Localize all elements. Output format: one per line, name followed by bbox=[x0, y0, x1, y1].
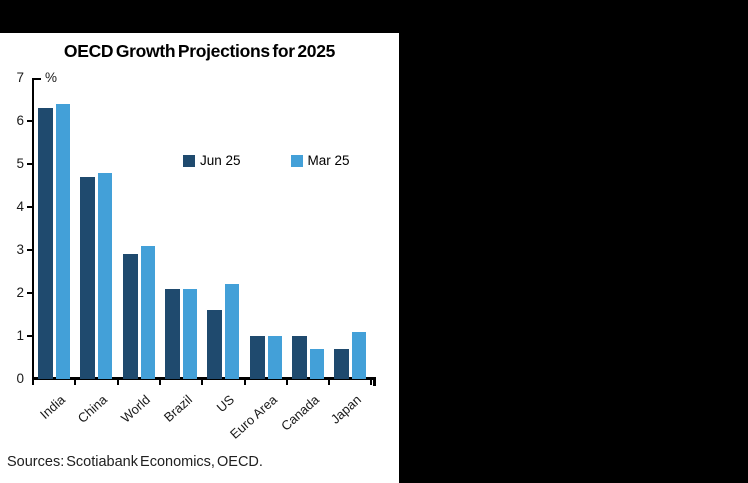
legend-item-mar25: Mar 25 bbox=[290, 153, 350, 168]
y-tick-label: 4 bbox=[16, 199, 24, 214]
x-axis-tick bbox=[158, 380, 161, 385]
bar-jun25 bbox=[334, 348, 350, 379]
x-axis-tick bbox=[370, 380, 373, 385]
y-axis-tick bbox=[27, 249, 32, 251]
legend-label-mar25: Mar 25 bbox=[307, 153, 350, 168]
x-axis-tick bbox=[243, 380, 246, 385]
bar-mar25 bbox=[267, 336, 282, 379]
y-axis-tick bbox=[27, 120, 32, 122]
bar-mar25 bbox=[56, 103, 70, 379]
bar-mar25 bbox=[182, 288, 197, 379]
y-tick-label: 7 bbox=[16, 70, 24, 85]
y-axis-line bbox=[32, 78, 34, 379]
x-axis-tick bbox=[116, 380, 119, 385]
bar-jun25 bbox=[122, 254, 138, 379]
chart-title: OECD Growth Projections for 2025 bbox=[63, 41, 336, 61]
bar-mar25 bbox=[309, 348, 324, 379]
x-axis-tick bbox=[74, 380, 77, 385]
sources-note: Sources: Scotiabank Economics, OECD. bbox=[7, 454, 263, 470]
bar-mar25 bbox=[352, 331, 367, 379]
bar-mar25 bbox=[140, 245, 155, 379]
legend: Jun 25 Mar 25 bbox=[183, 153, 350, 168]
y-tick-label: 6 bbox=[16, 113, 24, 128]
y-axis-unit-label: % bbox=[45, 70, 58, 85]
x-axis-end-cap bbox=[373, 377, 376, 386]
bar-mar25 bbox=[98, 172, 113, 379]
x-axis-line bbox=[32, 377, 376, 380]
bar-jun25 bbox=[38, 108, 53, 379]
bar-mar25 bbox=[225, 284, 240, 379]
bar-jun25 bbox=[291, 336, 307, 379]
y-axis-top-cap bbox=[32, 78, 41, 80]
legend-swatch-jun25 bbox=[183, 154, 195, 167]
x-axis-tick bbox=[32, 380, 34, 385]
legend-label-jun25: Jun 25 bbox=[200, 153, 241, 168]
y-tick-label: 5 bbox=[16, 156, 24, 171]
y-tick-label: 1 bbox=[16, 328, 24, 343]
y-axis-tick bbox=[27, 292, 32, 294]
bar-jun25 bbox=[207, 310, 223, 379]
y-axis-tick bbox=[27, 206, 32, 208]
bar-jun25 bbox=[164, 288, 180, 379]
y-tick-label: 3 bbox=[16, 242, 24, 257]
legend-item-jun25: Jun 25 bbox=[183, 153, 241, 168]
y-axis-tick bbox=[27, 335, 32, 337]
bar-jun25 bbox=[80, 176, 96, 379]
x-axis-tick bbox=[201, 380, 204, 385]
legend-swatch-mar25 bbox=[290, 154, 303, 167]
chart-panel: OECD Growth Projections for 2025 % 0 1 2 3 4… bbox=[0, 33, 399, 483]
x-axis-tick bbox=[328, 380, 331, 385]
y-tick-label: 0 bbox=[16, 371, 24, 386]
x-axis-tick bbox=[285, 380, 288, 385]
y-axis-tick bbox=[27, 163, 32, 165]
y-tick-label: 2 bbox=[16, 285, 24, 300]
bar-jun25 bbox=[249, 336, 265, 379]
